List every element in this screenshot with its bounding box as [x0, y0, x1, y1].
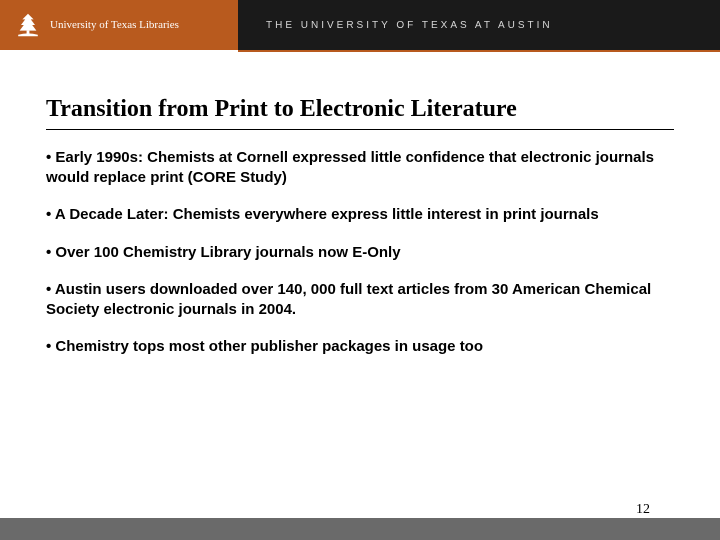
slide-title: Transition from Print to Electronic Lite… [46, 96, 674, 123]
bullet-item: Over 100 Chemistry Library journals now … [46, 243, 674, 263]
library-name: University of Texas Libraries [50, 19, 179, 31]
tree-logo-icon [14, 11, 42, 39]
content-area: Transition from Print to Electronic Lite… [46, 96, 674, 375]
title-underline [46, 129, 674, 130]
header-bar: University of Texas Libraries THE UNIVER… [0, 0, 720, 50]
bullet-list: Early 1990s: Chemists at Cornell express… [46, 148, 674, 357]
header-orange-block: University of Texas Libraries [0, 0, 238, 50]
header-accent-line [238, 50, 720, 52]
bullet-item: Chemistry tops most other publisher pack… [46, 337, 674, 357]
page-number: 12 [0, 502, 720, 518]
header-black-block: THE UNIVERSITY OF TEXAS AT AUSTIN [238, 0, 720, 50]
bullet-item: A Decade Later: Chemists everywhere expr… [46, 205, 674, 225]
slide-root: University of Texas Libraries THE UNIVER… [0, 0, 720, 540]
university-name: THE UNIVERSITY OF TEXAS AT AUSTIN [266, 20, 553, 31]
bullet-item: Austin users downloaded over 140, 000 fu… [46, 280, 674, 319]
bullet-item: Early 1990s: Chemists at Cornell express… [46, 148, 674, 187]
footer-gray-bar [0, 518, 720, 540]
